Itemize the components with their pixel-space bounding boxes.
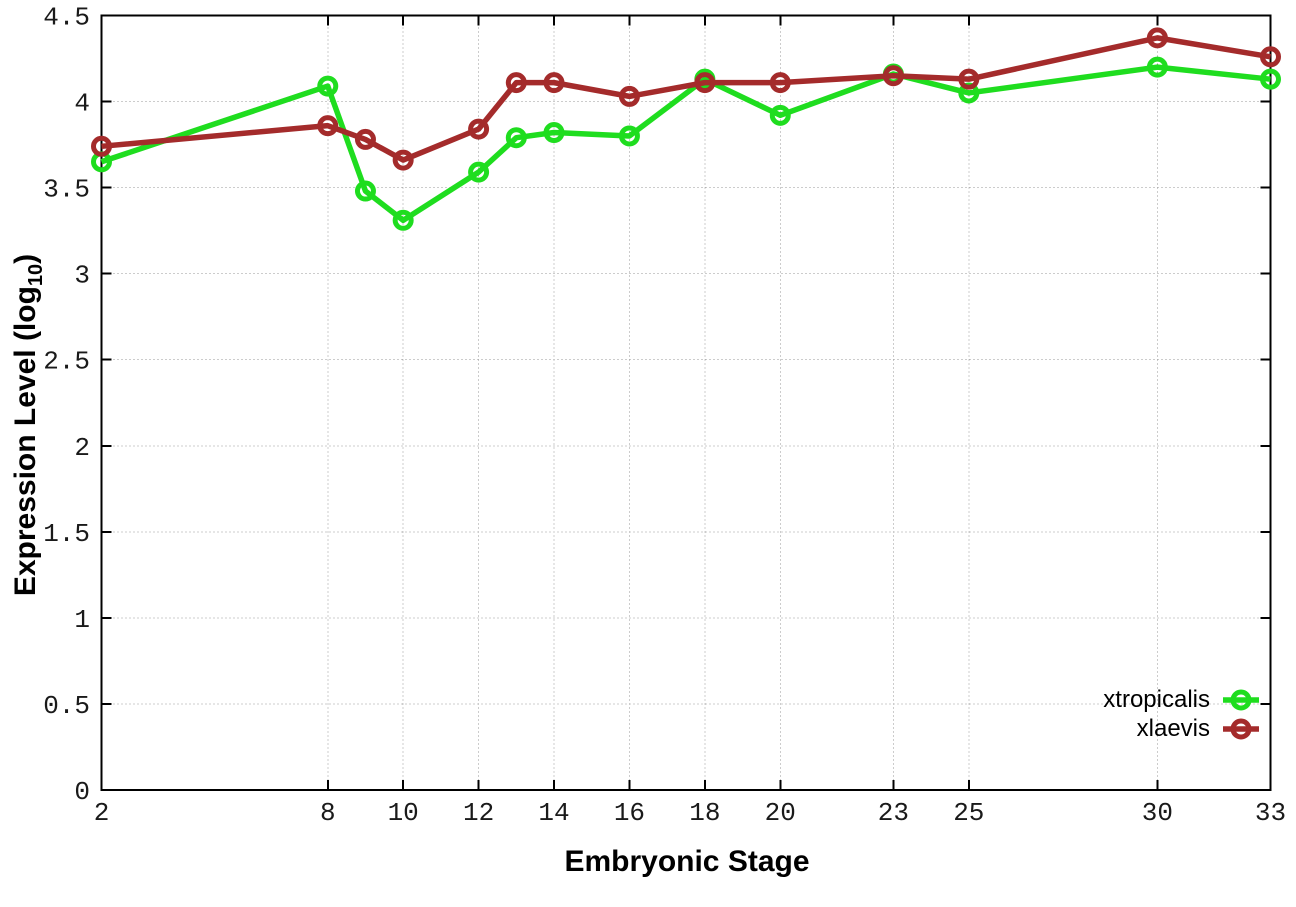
y-tick-label: 4 (74, 89, 90, 119)
y-tick-label: 2.5 (43, 347, 90, 377)
data-point-marker-xlaevis (543, 72, 565, 94)
data-point-marker-xlaevis (618, 85, 640, 107)
y-tick-label: 1.5 (43, 519, 90, 549)
legend-circle-sample (1230, 689, 1252, 710)
data-point-marker-xtropicalis (1260, 68, 1281, 90)
data-point-marker-xlaevis (694, 72, 716, 94)
x-tick-label: 12 (463, 798, 494, 828)
data-point-marker-xlaevis (317, 115, 339, 137)
series-line-xlaevis (101, 35, 1271, 163)
plot-border (100, 14, 1272, 791)
y-axis-title-text: Expression Level (log (9, 286, 42, 597)
legend-label-xlaevis: xlaevis (1136, 714, 1210, 742)
x-tick-label: 30 (1142, 798, 1173, 828)
y-axis-title-subscript: 10 (25, 263, 47, 287)
x-axis-title: Embryonic Stage (564, 845, 810, 878)
x-tick-label: 14 (538, 798, 569, 828)
x-tick-label: 2 (94, 798, 110, 828)
data-point-marker-xlaevis (505, 72, 527, 94)
legend-marker-xtropicalis-icon (1223, 689, 1259, 710)
data-point-marker-xtropicalis (468, 161, 490, 183)
data-point-marker-xlaevis (769, 72, 791, 94)
y-axis-title: Expression Level (log10) (4, 75, 48, 775)
legend-entry-xtropicalis: xtropicalis (1103, 685, 1260, 714)
y-tick-label: 0 (74, 777, 90, 807)
data-point-marker-xtropicalis (505, 127, 527, 149)
data-point-marker-xtropicalis (543, 122, 565, 144)
data-point-marker-xtropicalis (769, 104, 791, 126)
series-line-xtropicalis (100, 64, 1271, 224)
x-tick-label: 8 (320, 798, 336, 828)
axes (100, 14, 1272, 791)
y-tick-label: 2 (74, 433, 90, 463)
legend-label-xtropicalis: xtropicalis (1103, 685, 1210, 713)
x-tick-label: 23 (878, 798, 909, 828)
data-point-marker-xlaevis (958, 68, 980, 90)
legend-entry-xlaevis: xlaevis (1103, 714, 1260, 743)
data-point-marker-xlaevis (1146, 27, 1168, 49)
x-tick-label: 20 (765, 798, 796, 828)
y-tick-label: 1 (74, 605, 90, 635)
data-point-marker-xtropicalis (392, 209, 414, 231)
data-point-marker-xlaevis (91, 135, 112, 157)
data-point-marker-xtropicalis (317, 75, 339, 97)
data-point-marker-xlaevis (468, 118, 490, 140)
y-axis-title-close: ) (9, 253, 42, 264)
x-tick-label: 33 (1255, 798, 1286, 828)
data-point-marker-xlaevis (392, 149, 414, 171)
grid (101, 15, 1271, 790)
data-point-marker-xlaevis (1260, 46, 1281, 68)
x-tick-label: 18 (689, 798, 720, 828)
y-tick-label: 0.5 (43, 691, 90, 721)
legend-marker-xlaevis-icon (1223, 718, 1259, 739)
data-point-marker-xtropicalis (1146, 56, 1168, 78)
legend-circle-sample (1230, 718, 1252, 739)
x-tick-label: 10 (388, 798, 419, 828)
tick-labels: 2 8 10 12 14 16 18 20 23 25 30 33 0 0.5 1 1.5 2 2.5 3 3.5 4 4… (43, 3, 1286, 829)
data-point-marker-xtropicalis (618, 125, 640, 147)
data-point-marker-xlaevis (354, 128, 376, 150)
y-tick-label: 4.5 (43, 3, 90, 33)
x-tick-label: 16 (614, 798, 645, 828)
legend: xtropicalis xlaevis (1103, 685, 1260, 743)
data-point-marker-xlaevis (882, 65, 904, 87)
data-point-marker-xtropicalis (354, 180, 376, 202)
x-tick-label: 25 (953, 798, 984, 828)
series-xlaevis (91, 27, 1281, 171)
y-tick-label: 3.5 (43, 175, 90, 205)
y-tick-label: 3 (74, 261, 90, 291)
